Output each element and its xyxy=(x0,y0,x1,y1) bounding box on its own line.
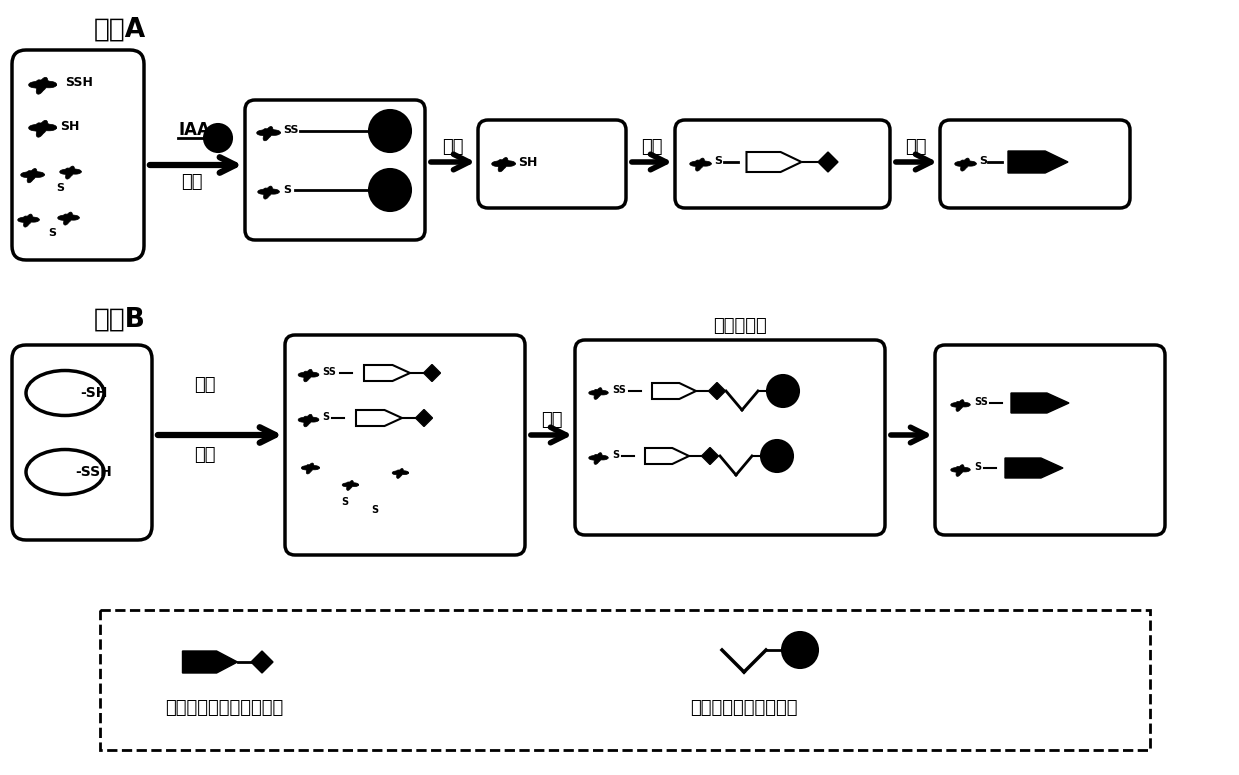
Polygon shape xyxy=(492,157,515,172)
Polygon shape xyxy=(342,480,358,491)
Polygon shape xyxy=(17,214,40,227)
Text: S: S xyxy=(979,156,987,166)
Text: SS: SS xyxy=(322,367,336,377)
Polygon shape xyxy=(1009,151,1068,173)
Text: 洗脱和裂解: 洗脱和裂解 xyxy=(714,317,767,335)
Text: 还原: 还原 xyxy=(442,138,463,156)
Polygon shape xyxy=(299,370,318,382)
Polygon shape xyxy=(356,410,401,426)
Polygon shape xyxy=(1011,393,1069,413)
Polygon shape xyxy=(950,400,970,412)
Text: SSH: SSH xyxy=(64,75,93,88)
Text: 裂解: 裂解 xyxy=(906,138,927,156)
Circle shape xyxy=(761,440,793,472)
Polygon shape xyxy=(364,365,410,381)
Polygon shape xyxy=(58,212,79,225)
Polygon shape xyxy=(256,126,280,141)
Text: 可裂解的同位素亲和标签: 可裂解的同位素亲和标签 xyxy=(165,699,284,717)
Text: S: S xyxy=(714,156,722,166)
Text: S: S xyxy=(48,228,56,238)
Polygon shape xyxy=(1005,458,1063,478)
Polygon shape xyxy=(424,364,441,381)
Circle shape xyxy=(767,375,799,407)
Text: S: S xyxy=(322,412,330,422)
Polygon shape xyxy=(21,168,45,183)
Polygon shape xyxy=(393,469,409,478)
Circle shape xyxy=(782,632,818,668)
Text: SS: SS xyxy=(612,385,626,395)
Polygon shape xyxy=(955,158,976,171)
Polygon shape xyxy=(701,447,719,464)
Polygon shape xyxy=(59,166,82,179)
Circle shape xyxy=(204,124,232,152)
Text: SS: SS xyxy=(282,125,299,135)
Text: S: S xyxy=(612,450,620,460)
Polygon shape xyxy=(690,158,711,171)
FancyBboxPatch shape xyxy=(940,120,1130,208)
Text: 路线B: 路线B xyxy=(94,307,146,333)
Text: 标记: 标记 xyxy=(642,138,663,156)
Text: SH: SH xyxy=(518,156,538,168)
Text: S: S xyxy=(56,183,64,193)
Polygon shape xyxy=(415,409,432,426)
Text: 富集: 富集 xyxy=(181,173,203,191)
Polygon shape xyxy=(28,120,57,137)
Text: 路线A: 路线A xyxy=(94,17,146,43)
Circle shape xyxy=(369,169,411,211)
Text: 富集: 富集 xyxy=(541,411,563,429)
Text: S: S xyxy=(342,497,348,507)
Polygon shape xyxy=(589,453,608,464)
Polygon shape xyxy=(299,415,318,427)
Ellipse shape xyxy=(26,370,104,415)
Text: -SSH: -SSH xyxy=(76,465,112,479)
Circle shape xyxy=(369,110,411,152)
FancyBboxPatch shape xyxy=(675,120,890,208)
Text: -SH: -SH xyxy=(81,386,108,400)
Text: 酶解: 酶解 xyxy=(195,446,216,464)
Polygon shape xyxy=(301,463,320,474)
Polygon shape xyxy=(258,186,279,199)
Ellipse shape xyxy=(26,449,104,494)
Text: S: S xyxy=(282,185,291,195)
Text: 链霉亲和素琼脂糖凝胶: 链霉亲和素琼脂糖凝胶 xyxy=(690,699,798,717)
Polygon shape xyxy=(652,383,696,399)
FancyBboxPatch shape xyxy=(12,50,144,260)
Polygon shape xyxy=(818,152,838,172)
FancyBboxPatch shape xyxy=(935,345,1165,535)
Text: SH: SH xyxy=(59,119,79,133)
Polygon shape xyxy=(252,651,273,673)
FancyBboxPatch shape xyxy=(285,335,525,555)
Bar xyxy=(100,610,1150,750)
FancyBboxPatch shape xyxy=(575,340,885,535)
Text: S: S xyxy=(372,505,379,515)
Polygon shape xyxy=(950,465,970,477)
Polygon shape xyxy=(709,383,726,399)
Polygon shape xyxy=(747,152,802,172)
FancyBboxPatch shape xyxy=(12,345,152,540)
FancyBboxPatch shape xyxy=(245,100,425,240)
Polygon shape xyxy=(646,448,689,464)
Text: IAA: IAA xyxy=(178,121,209,139)
FancyBboxPatch shape xyxy=(478,120,626,208)
Polygon shape xyxy=(182,651,238,673)
Polygon shape xyxy=(589,388,608,399)
Polygon shape xyxy=(28,78,57,95)
Text: SS: SS xyxy=(974,397,987,407)
Text: S: S xyxy=(974,462,981,472)
Text: 标记: 标记 xyxy=(195,376,216,394)
